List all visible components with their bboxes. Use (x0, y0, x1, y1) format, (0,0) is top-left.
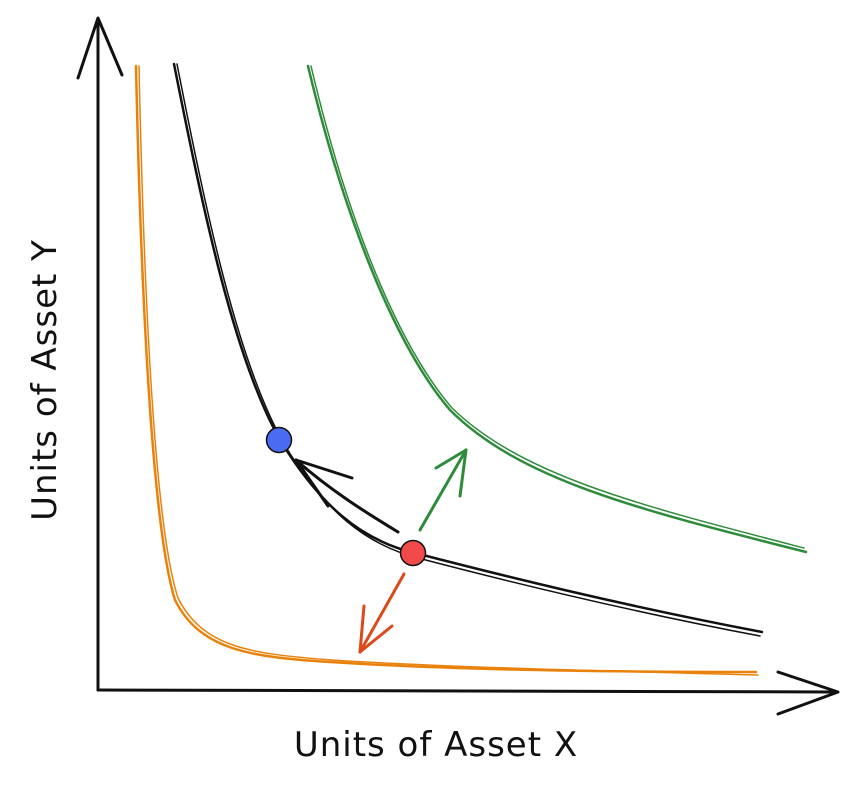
x-axis-label: Units of Asset X (294, 725, 578, 765)
green-arrow (418, 448, 468, 532)
blue-point (265, 426, 293, 454)
x-axis (96, 670, 840, 716)
red-arrow (358, 572, 406, 654)
green-curve (306, 64, 808, 554)
red-point (399, 539, 427, 567)
y-axis-label: Units of Asset Y (25, 239, 65, 521)
black-curve (172, 62, 764, 637)
y-axis (76, 16, 124, 692)
orange-curve (134, 64, 759, 676)
black-arrow (294, 458, 400, 534)
